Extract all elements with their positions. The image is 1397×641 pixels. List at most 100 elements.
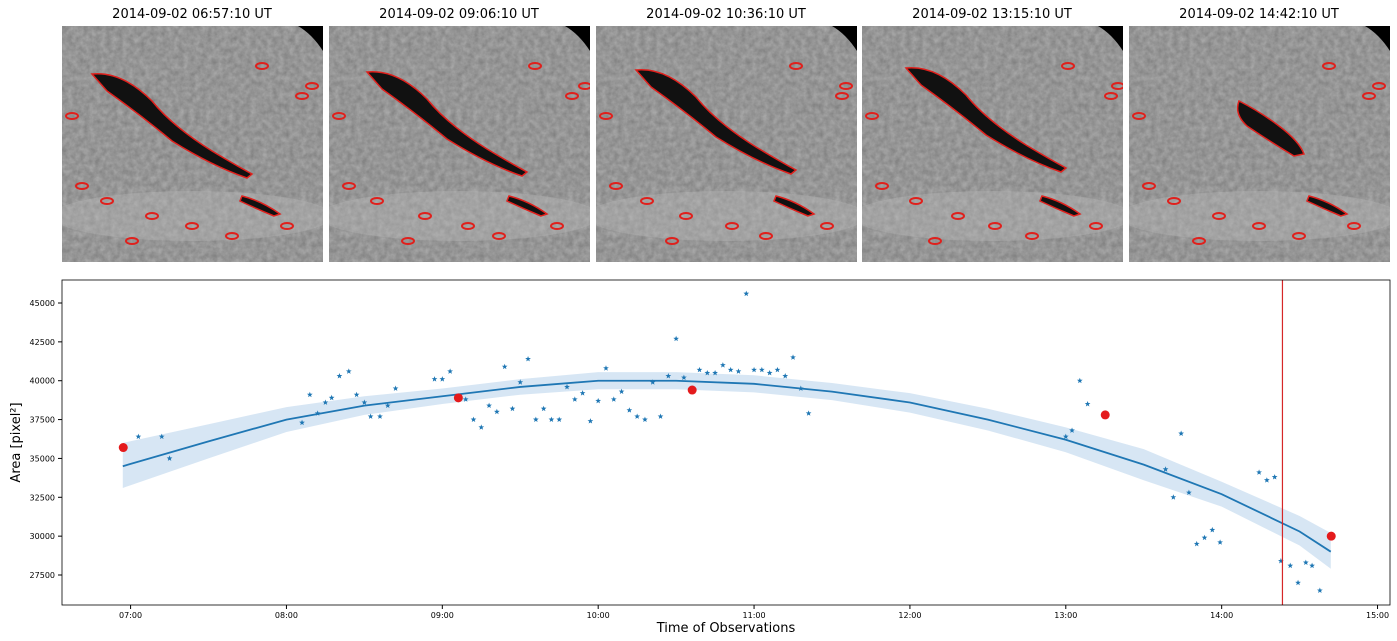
- star-point: [1170, 494, 1177, 500]
- y-tick-label: 45000: [30, 299, 55, 308]
- panel-title: 2014-09-02 14:42:10 UT: [1179, 7, 1339, 22]
- star-point: [743, 290, 750, 297]
- image-panels: 2014-09-02 06:57:10 UT 2014-09-02 09:06:1…: [62, 7, 1390, 262]
- star-point: [735, 368, 742, 374]
- star-point: [626, 407, 633, 413]
- contour-blob: [909, 197, 923, 205]
- limb: [565, 26, 590, 51]
- star-point: [494, 408, 500, 415]
- x-tick-label: 09:00: [431, 611, 454, 620]
- y-tick-label: 32500: [30, 493, 55, 502]
- star-point: [1076, 377, 1083, 384]
- y-tick-label: 40000: [30, 377, 55, 386]
- panel-title: 2014-09-02 09:06:10 UT: [379, 7, 539, 22]
- star-point: [782, 373, 789, 379]
- star-point: [431, 376, 438, 382]
- star-point: [610, 396, 617, 402]
- star-point: [367, 413, 374, 419]
- star-point: [618, 388, 625, 395]
- star-point: [548, 416, 555, 422]
- contour-blob: [578, 82, 590, 90]
- bright-region: [862, 191, 1123, 241]
- star-point: [470, 416, 477, 422]
- panel-image: [62, 26, 323, 262]
- image-panel: [596, 26, 857, 262]
- contour-blob: [988, 222, 1002, 230]
- contour-blob: [125, 237, 139, 245]
- contour-blob: [640, 197, 654, 205]
- star-point: [1317, 587, 1323, 593]
- star-point: [1084, 401, 1091, 407]
- star-point: [166, 455, 173, 461]
- star-point: [751, 366, 757, 373]
- star-point: [353, 391, 360, 398]
- contour-blob: [1372, 82, 1386, 90]
- contour-blob: [1132, 112, 1146, 120]
- y-axis-label: Area [pixel²]: [9, 402, 24, 482]
- contour-blob: [185, 222, 199, 230]
- y-tick-label: 27500: [30, 571, 55, 580]
- x-axis-label: Time of Observations: [656, 621, 796, 636]
- panel-title: 2014-09-02 10:36:10 UT: [646, 7, 806, 22]
- star-point: [314, 410, 321, 416]
- image-point: [453, 393, 463, 403]
- star-point: [665, 373, 672, 379]
- filament-tail: [506, 195, 549, 217]
- star-point: [447, 368, 453, 374]
- x-tick-label: 11:00: [743, 611, 766, 620]
- contour-blob: [725, 222, 739, 230]
- star-point: [392, 385, 399, 391]
- star-point: [571, 396, 578, 402]
- fit-line: [122, 379, 1332, 553]
- y-tick-label: 37500: [30, 416, 55, 425]
- contour-blob: [1089, 222, 1103, 230]
- panel-title: 2014-09-02 06:57:10 UT: [112, 7, 272, 22]
- contour-blob: [1111, 82, 1123, 90]
- contour-blob: [599, 112, 613, 120]
- star-point: [525, 355, 531, 362]
- panel-title: 2014-09-02 13:15:10 UT: [912, 7, 1072, 22]
- contour-blob: [370, 197, 384, 205]
- star-point: [532, 416, 539, 422]
- star-point: [299, 419, 305, 426]
- confidence-band: [122, 372, 1331, 569]
- contour-blob: [1362, 92, 1376, 100]
- star-point: [1264, 477, 1270, 483]
- star-point: [322, 399, 329, 405]
- bright-region: [62, 191, 323, 241]
- star-point: [774, 366, 781, 373]
- contour-blob: [461, 222, 475, 230]
- y-tick-label: 30000: [30, 532, 55, 541]
- contour-blob: [789, 62, 803, 70]
- contour-blob: [665, 237, 679, 245]
- x-tick-label: 15:00: [1366, 611, 1389, 620]
- star-point: [1256, 469, 1262, 475]
- panel-image: [329, 26, 590, 262]
- filament-tail: [1306, 195, 1349, 217]
- star-point: [1271, 474, 1278, 480]
- contour-blob: [565, 92, 579, 100]
- panel-image: [1129, 26, 1390, 262]
- contour-blob: [401, 237, 415, 245]
- contour-blob: [225, 232, 239, 240]
- image-point: [1100, 410, 1110, 420]
- contour-blob: [1212, 212, 1226, 220]
- star-point: [478, 424, 485, 430]
- filament: [904, 66, 1068, 173]
- star-point: [377, 413, 383, 419]
- contour-blob: [759, 232, 773, 240]
- contour-blob: [839, 82, 853, 90]
- y-tick-label: 42500: [30, 338, 55, 347]
- bright-region: [596, 191, 857, 241]
- contour-blob: [492, 232, 506, 240]
- star-point: [556, 416, 563, 422]
- image-panel: [862, 26, 1123, 262]
- star-point: [727, 366, 734, 373]
- star-point: [805, 410, 812, 416]
- star-point: [1062, 433, 1069, 440]
- filament: [365, 70, 529, 177]
- star-point: [766, 369, 773, 376]
- star-point: [1069, 427, 1075, 433]
- star-point: [1278, 558, 1284, 564]
- contour-blob: [342, 182, 356, 190]
